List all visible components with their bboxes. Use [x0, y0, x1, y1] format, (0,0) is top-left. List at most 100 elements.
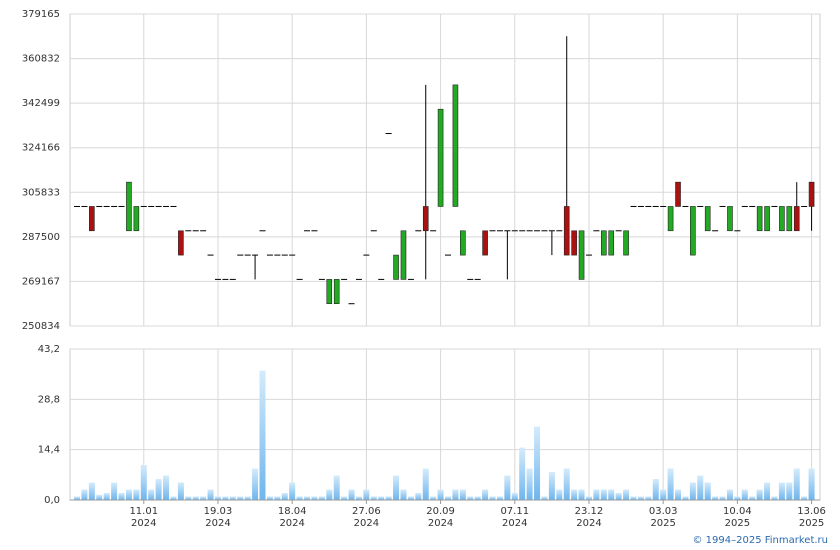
candle-body [690, 206, 696, 256]
volume-bar [341, 496, 348, 500]
candle-body [675, 181, 681, 207]
volume-bar [74, 496, 80, 500]
volume-bar [229, 496, 236, 500]
volume-bar [252, 468, 259, 500]
volume-bar [333, 475, 340, 500]
volume-bar [370, 496, 377, 500]
candle-body [452, 84, 459, 207]
volume-bar [96, 494, 103, 500]
candle-body [756, 206, 763, 232]
volume-bar [726, 489, 733, 500]
volume-bar [296, 496, 303, 500]
y-tick-label: 43,2 [38, 344, 60, 355]
volume-bar [630, 496, 637, 500]
volume-bar [496, 496, 503, 500]
volume-bar [459, 489, 466, 500]
candle-body [126, 181, 132, 232]
volume-bar [675, 489, 682, 500]
volume-bar [482, 489, 489, 500]
volume-bar [801, 496, 808, 500]
candle-body [727, 206, 733, 232]
volume-bar [556, 489, 563, 500]
volume-bar [281, 493, 288, 500]
candle-body [393, 254, 399, 280]
volume-bar [318, 496, 325, 500]
volume-bar [155, 479, 162, 500]
volume-bar [170, 496, 177, 500]
volume-bar [445, 496, 451, 500]
plot-frame [69, 348, 821, 501]
volume-bar [259, 370, 266, 500]
volume-bar [289, 482, 296, 500]
volume-bar [437, 489, 444, 500]
volume-bar [541, 496, 548, 500]
candle-body [786, 206, 793, 232]
volume-bar [660, 489, 667, 500]
volume-bar [452, 489, 459, 500]
volume-bar [786, 482, 793, 500]
candle-body [704, 206, 711, 232]
volume-bar [756, 489, 763, 500]
candle-body [571, 230, 577, 256]
volume-bar [534, 426, 541, 500]
volume-bar [266, 496, 273, 500]
volume-bar [185, 496, 192, 500]
y-tick-label: 269167 [22, 276, 60, 287]
y-tick-label: 28,8 [38, 394, 60, 405]
volume-bar [326, 489, 333, 500]
volume-bar [430, 496, 437, 500]
volume-bar [697, 475, 704, 500]
volume-bar [348, 489, 355, 500]
candle-body [623, 230, 629, 256]
candle-body [608, 230, 615, 256]
volume-bar [511, 493, 518, 500]
volume-bar [667, 468, 674, 500]
volume-bar [148, 489, 155, 500]
volume-bar [645, 496, 652, 500]
x-tick-label: 23.12 2024 [574, 506, 604, 529]
volume-bar [407, 496, 414, 500]
volume-bar [207, 489, 214, 500]
volume-bar [578, 489, 585, 500]
plot-frame [69, 13, 821, 327]
volume-bar [304, 496, 311, 500]
volume-bar [222, 496, 229, 500]
y-tick-label: 379165 [22, 9, 60, 20]
volume-bar [593, 489, 600, 500]
volume-bar [274, 496, 281, 500]
y-tick-label: 14,4 [38, 445, 60, 456]
volume-bar [608, 489, 615, 500]
volume-bar [623, 489, 630, 500]
candle-body [437, 108, 444, 207]
volume-bar [771, 496, 778, 500]
volume-bar [682, 496, 689, 500]
volume-bar [103, 493, 110, 500]
candle-body [563, 206, 570, 256]
x-tick-label: 03.03 2025 [648, 506, 678, 529]
y-tick-label: 287500 [22, 232, 60, 243]
volume-bar [118, 493, 125, 500]
x-tick-label: 13.06 2025 [797, 506, 826, 529]
candle-body [482, 230, 488, 256]
volume-bar [81, 489, 88, 500]
volume-bar [585, 496, 592, 500]
volume-bar [526, 468, 533, 500]
volume-bar [519, 447, 526, 500]
candle-body [326, 279, 333, 305]
footer-link[interactable]: © 1994–2025 Finmarket.ru [692, 535, 828, 546]
candle-body [667, 206, 674, 232]
volume-bar [177, 482, 184, 500]
volume-bar [163, 475, 170, 500]
volume-bar [793, 468, 800, 500]
volume-bar [489, 496, 496, 500]
volume-bar [422, 468, 429, 500]
volume-bar [741, 489, 748, 500]
y-tick-label: 342499 [22, 98, 60, 109]
volume-bar [467, 496, 474, 500]
volume-bar [600, 489, 607, 500]
volume-bar [615, 493, 622, 500]
volume-bar [133, 489, 140, 500]
volume-bar [704, 482, 711, 500]
volume-bar [355, 496, 362, 500]
